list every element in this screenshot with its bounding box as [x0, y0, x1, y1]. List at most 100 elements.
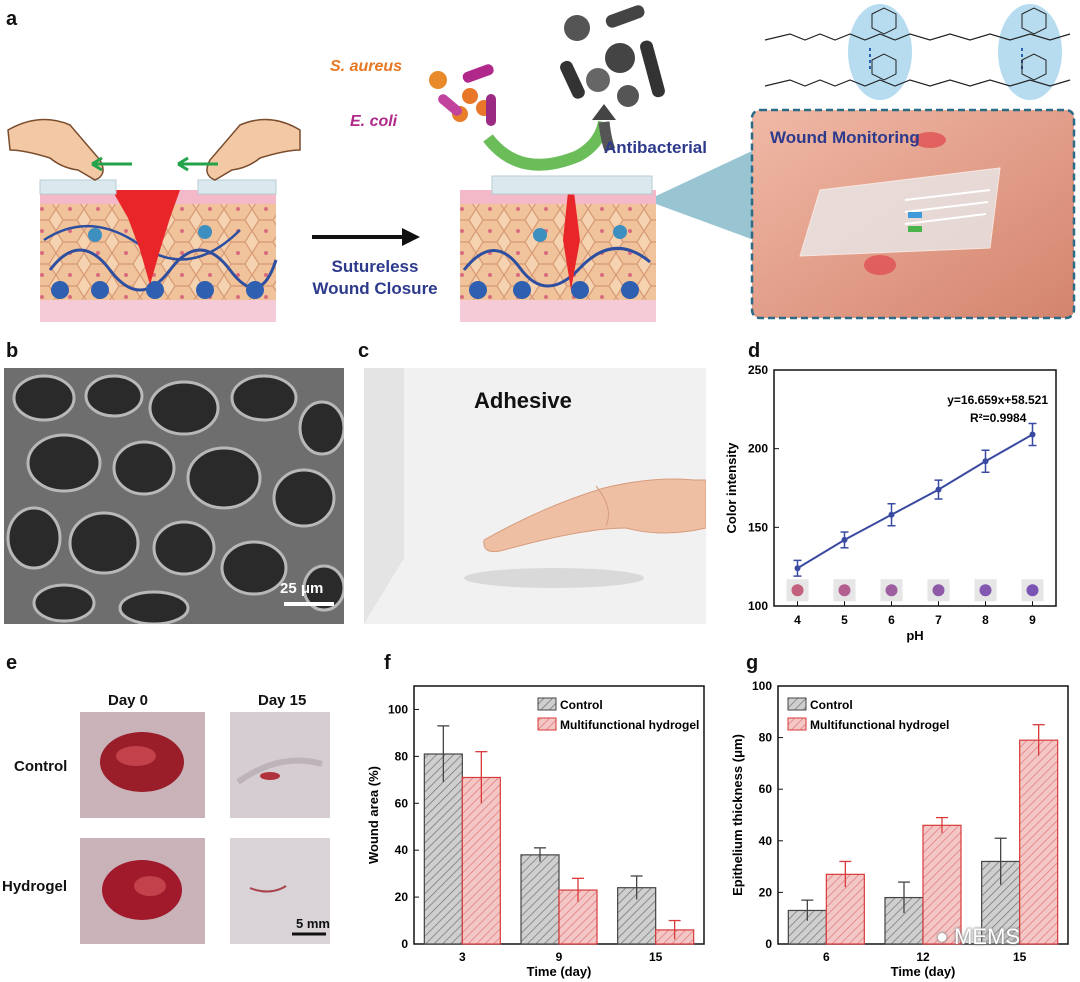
e-coli-label: E. coli [350, 113, 398, 130]
y-tick-label: 100 [388, 702, 408, 716]
y-tick-label: 80 [759, 731, 773, 745]
y-tick-label: 60 [759, 782, 773, 796]
sutureless-closure-label: Sutureless Wound Closure [305, 256, 445, 300]
hand-right-icon [206, 118, 301, 181]
x-tick-label: 15 [649, 950, 663, 964]
y-axis-label: Wound area (%) [366, 766, 381, 864]
x-tick-label: 6 [823, 950, 830, 964]
schematic-figure [7, 4, 1076, 322]
watermark: ● MEMS [936, 924, 1020, 950]
hydrogel-row-label: Hydrogel [2, 878, 68, 895]
y-tick-label: 150 [748, 520, 768, 534]
adhesive-caption: Adhesive [474, 388, 572, 413]
panel-letter-g: g [746, 652, 759, 674]
panel-letter-d: d [748, 340, 761, 362]
y-tick-label: 80 [395, 749, 409, 763]
legend-swatch [537, 717, 557, 731]
chemical-structure [764, 4, 1071, 100]
data-point [1029, 431, 1036, 438]
hydrogel-day0-photo [80, 838, 205, 944]
x-tick-label: 9 [556, 950, 563, 964]
panel-letter-b: b [6, 340, 19, 362]
panel-letter-f: f [384, 652, 391, 674]
hydrogel-day15-photo [230, 838, 330, 944]
series-line [796, 433, 1033, 570]
x-tick-label: 15 [1013, 950, 1027, 964]
legend-label: Multifunctional hydrogel [560, 718, 699, 732]
day15-header: Day 15 [258, 692, 307, 709]
legend-label: Control [810, 698, 853, 712]
y-tick-label: 100 [748, 599, 768, 613]
x-tick-label: 7 [935, 613, 942, 627]
watermark-text: MEMS [954, 924, 1021, 949]
y-tick-label: 0 [765, 937, 772, 951]
adhesive-photo [364, 368, 706, 624]
photo-scale-bar-label: 5 mm [296, 916, 330, 931]
x-axis-label: pH [906, 628, 923, 643]
y-axis-label: Color intensity [724, 442, 739, 534]
legend-swatch [787, 717, 807, 731]
panel-letter-e: e [6, 652, 18, 674]
y-axis-label: Epithelium thickness (μm) [730, 734, 745, 896]
y-tick-label: 40 [759, 834, 773, 848]
y-tick-label: 200 [748, 442, 768, 456]
control-row-label: Control [14, 758, 68, 775]
data-point [935, 486, 942, 493]
sensor-patch-icon [799, 167, 1001, 257]
push-arrows-icon [91, 156, 218, 172]
legend-swatch [787, 697, 807, 711]
sem-image [4, 368, 344, 624]
wechat-icon: ● [936, 925, 949, 948]
epithelium-thickness-chart: 0 20 40 60 80 100 6 12 15 Time (day) Epithelium th… [730, 679, 1069, 979]
color-swatch [1026, 584, 1039, 597]
x-tick-label: 8 [982, 613, 989, 627]
data-point [982, 458, 989, 465]
x-tick-label: 3 [459, 950, 466, 964]
x-tick-label: 6 [888, 613, 895, 627]
bar-hydrogel [461, 776, 501, 945]
plot-frame [773, 369, 1057, 607]
bacteria-dead-icon [560, 5, 665, 107]
sem-scale-bar-label: 25 μm [280, 580, 324, 597]
color-intensity-chart: 100 150 200 250 4 5 6 7 8 9 pH Color intensity y=16.… [724, 363, 1057, 643]
hand-left-icon [7, 118, 104, 181]
s-aureus-label: S. aureus [330, 58, 403, 75]
x-tick-label: 5 [841, 613, 848, 627]
callout-beam [656, 150, 754, 240]
x-axis-label: Time (day) [891, 964, 956, 979]
control-day15-photo [230, 712, 330, 818]
legend-label: Control [560, 698, 603, 712]
data-point [888, 511, 895, 518]
bar-control [423, 753, 463, 945]
panel-letter-c: c [358, 340, 370, 362]
y-tick-label: 100 [752, 679, 772, 693]
y-tick-label: 20 [759, 885, 773, 899]
y-tick-label: 60 [395, 796, 409, 810]
tissue-block-closed [460, 175, 656, 322]
y-tick-label: 0 [401, 937, 408, 951]
control-day0-photo [80, 712, 205, 818]
panel-letter-a: a [6, 8, 18, 30]
day0-header: Day 0 [108, 692, 149, 709]
y-tick-label: 20 [395, 890, 409, 904]
data-point [794, 565, 801, 572]
closure-arrow-icon [312, 228, 420, 246]
legend-swatch [537, 697, 557, 711]
color-swatch [979, 584, 992, 597]
tissue-block-open [39, 179, 278, 322]
x-axis-label: Time (day) [527, 964, 592, 979]
x-tick-label: 12 [916, 950, 930, 964]
wound-area-chart: 0 20 40 60 80 100 3 9 15 Time (day) Wound area (%)… [366, 685, 705, 979]
closure-line-2: Wound Closure [312, 279, 438, 298]
closure-line-1: Sutureless [331, 257, 419, 276]
x-tick-label: 9 [1029, 613, 1036, 627]
color-swatch [885, 584, 898, 597]
color-swatch [838, 584, 851, 597]
legend-label: Multifunctional hydrogel [810, 718, 949, 732]
regression-equation: y=16.659x+58.521 [947, 393, 1048, 407]
bacteria-colored-icon [429, 64, 496, 126]
y-tick-label: 250 [748, 363, 768, 377]
bar-hydrogel [1019, 739, 1059, 945]
color-swatch [791, 584, 804, 597]
y-tick-label: 40 [395, 843, 409, 857]
